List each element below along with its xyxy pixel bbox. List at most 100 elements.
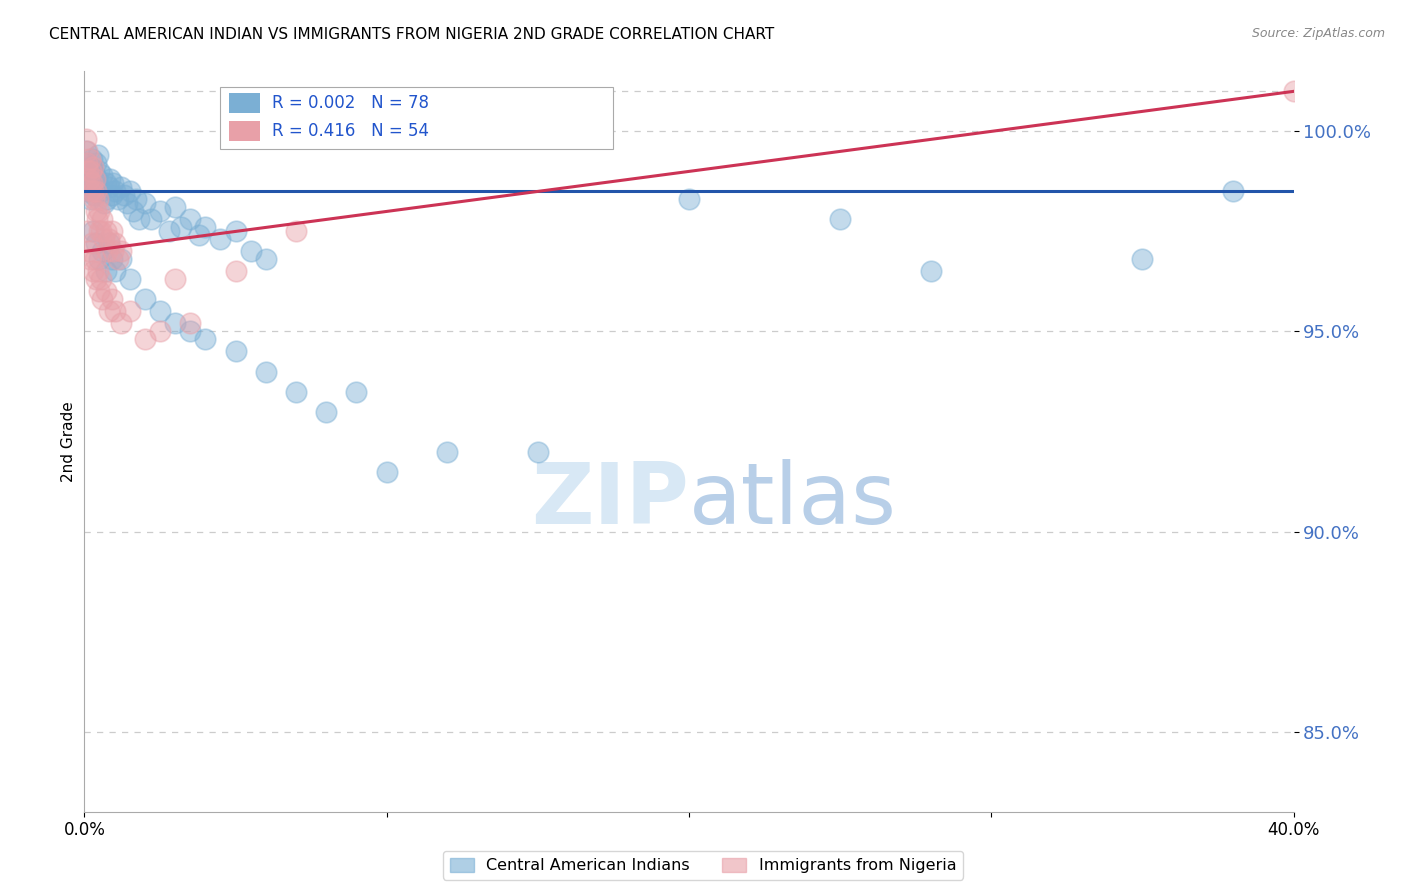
Point <box>86 212 108 227</box>
Point <box>1222 185 1244 199</box>
Point <box>87 224 110 238</box>
Point <box>93 196 115 211</box>
Point <box>82 164 104 178</box>
Point <box>84 252 107 267</box>
Point <box>87 264 110 278</box>
Point <box>82 224 104 238</box>
FancyBboxPatch shape <box>221 87 613 149</box>
Point <box>76 145 98 159</box>
Point <box>165 201 187 215</box>
Point <box>83 188 105 202</box>
Point <box>80 236 103 251</box>
Point <box>527 444 550 458</box>
Point <box>80 153 103 167</box>
Point <box>87 193 110 207</box>
Point <box>179 325 201 339</box>
Point <box>920 264 942 278</box>
Point <box>84 156 107 170</box>
Point <box>90 224 112 238</box>
Point <box>830 212 852 227</box>
Point <box>91 244 114 259</box>
Point <box>375 465 398 479</box>
Point <box>100 224 122 238</box>
Text: Source: ZipAtlas.com: Source: ZipAtlas.com <box>1251 27 1385 40</box>
Point <box>107 252 129 267</box>
Text: atlas: atlas <box>689 459 897 542</box>
FancyBboxPatch shape <box>229 94 260 113</box>
Point <box>90 272 112 286</box>
Point <box>76 156 98 170</box>
Text: CENTRAL AMERICAN INDIAN VS IMMIGRANTS FROM NIGERIA 2ND GRADE CORRELATION CHART: CENTRAL AMERICAN INDIAN VS IMMIGRANTS FR… <box>49 27 775 42</box>
Point <box>165 272 187 286</box>
Point <box>79 252 101 267</box>
Point <box>86 172 108 186</box>
Point <box>86 185 108 199</box>
Point <box>76 156 98 170</box>
Point <box>82 161 104 175</box>
Point <box>79 193 101 207</box>
Point <box>86 272 108 286</box>
Point <box>115 196 138 211</box>
Point <box>94 285 117 299</box>
Point <box>90 185 112 199</box>
FancyBboxPatch shape <box>229 121 260 142</box>
Point <box>139 212 162 227</box>
Point <box>128 212 150 227</box>
Point <box>86 236 108 251</box>
Point <box>91 212 114 227</box>
Point <box>149 204 172 219</box>
Point <box>125 193 148 207</box>
Point <box>100 188 122 202</box>
Point <box>91 293 114 307</box>
Point <box>79 185 101 199</box>
Point <box>79 161 101 175</box>
Point <box>97 180 120 194</box>
Text: R = 0.002   N = 78: R = 0.002 N = 78 <box>271 95 429 112</box>
Point <box>134 333 156 347</box>
Point <box>76 172 98 186</box>
Point <box>110 252 132 267</box>
Point <box>77 164 100 178</box>
Point <box>104 264 127 278</box>
Point <box>1132 252 1154 267</box>
Point <box>80 177 103 191</box>
Point <box>77 244 100 259</box>
Point <box>77 185 100 199</box>
Point <box>98 172 121 186</box>
Text: R = 0.416   N = 54: R = 0.416 N = 54 <box>271 122 429 140</box>
Point <box>89 164 111 178</box>
Point <box>77 172 100 186</box>
Point <box>225 224 247 238</box>
Point <box>110 180 132 194</box>
Point <box>96 193 118 207</box>
Point <box>97 304 120 318</box>
Point <box>1282 84 1305 98</box>
Point <box>112 188 135 202</box>
Point <box>93 232 115 246</box>
Point <box>96 244 118 259</box>
Point <box>118 185 141 199</box>
Point <box>134 196 156 211</box>
Point <box>179 212 201 227</box>
Point <box>678 193 700 207</box>
Point <box>225 344 247 359</box>
Point <box>209 232 232 246</box>
Point <box>149 304 172 318</box>
Point <box>82 264 104 278</box>
Point <box>165 317 187 331</box>
Point <box>91 169 114 183</box>
Text: ZIP: ZIP <box>531 459 689 542</box>
Point <box>97 236 120 251</box>
Point <box>285 224 308 238</box>
Point <box>89 252 111 267</box>
Point <box>87 180 110 194</box>
Point <box>77 164 100 178</box>
Point <box>94 264 117 278</box>
Point <box>101 177 124 191</box>
Point <box>87 148 110 162</box>
Point <box>239 244 262 259</box>
Point <box>285 384 308 399</box>
Point <box>118 304 141 318</box>
Point <box>100 293 122 307</box>
Point <box>76 224 98 238</box>
